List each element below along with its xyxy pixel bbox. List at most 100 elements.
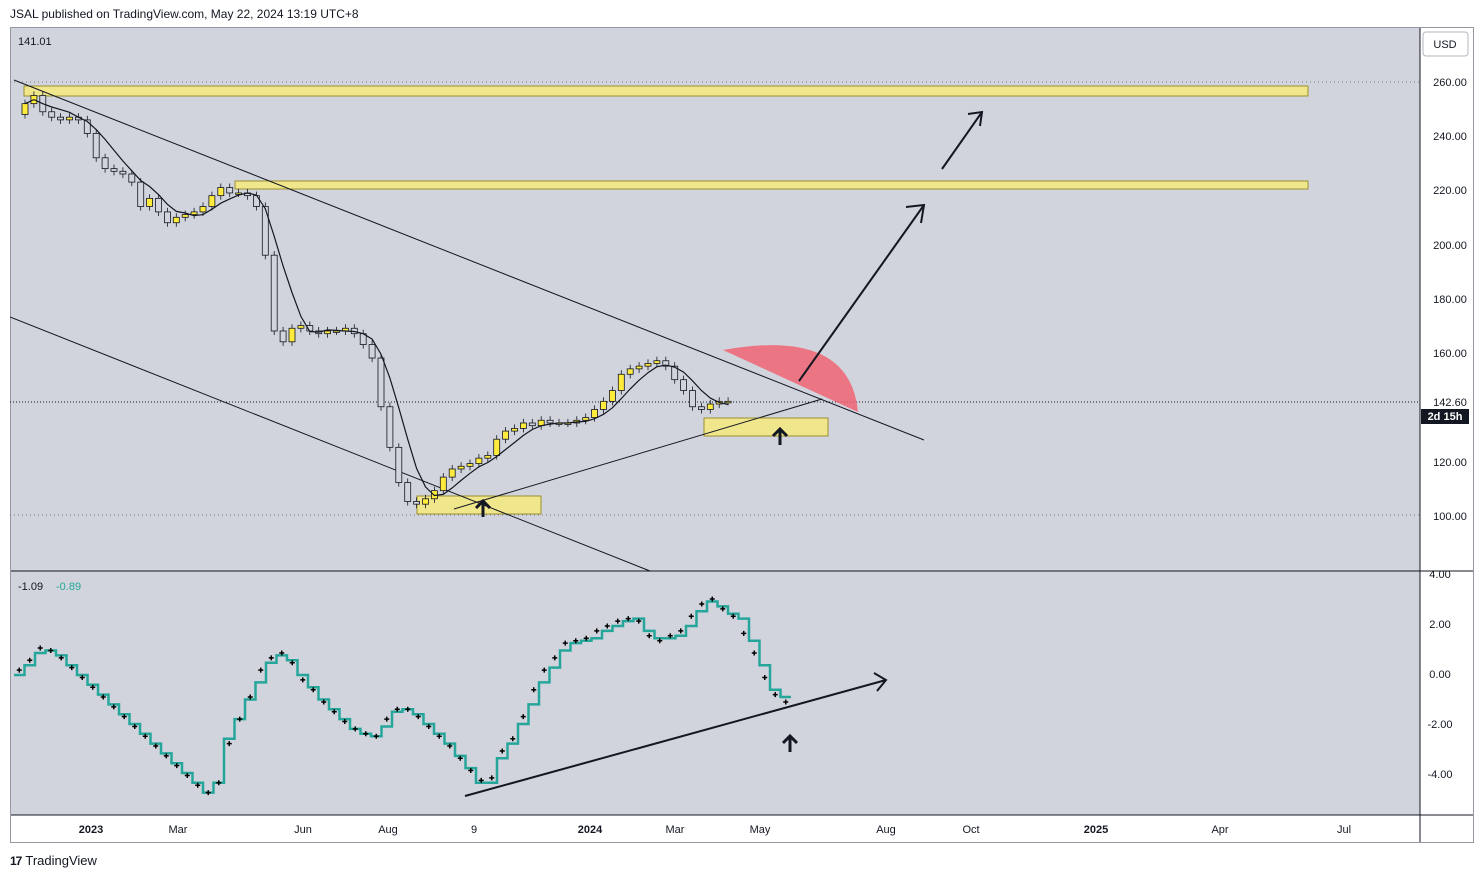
signal-cross <box>226 741 232 747</box>
candle <box>653 360 661 364</box>
support-zone-130[interactable] <box>703 417 829 437</box>
candle <box>395 446 403 483</box>
signal-cross <box>667 633 673 639</box>
signal-cross <box>541 667 547 673</box>
signal-cross <box>289 660 295 666</box>
signal-cross <box>415 714 421 720</box>
resistance-zone-255[interactable] <box>23 85 1309 97</box>
signal-cross <box>37 645 43 651</box>
chart-svg[interactable]: 141.01 -1.09 -0.89 USD 260.00 240.00 220… <box>9 27 1474 843</box>
price-readout: 141.01 <box>18 36 52 48</box>
candle <box>199 206 207 213</box>
candle <box>119 170 127 175</box>
candle <box>110 168 118 172</box>
up-arrow-icon-1 <box>474 498 492 517</box>
candle <box>724 400 732 404</box>
candle <box>511 427 518 432</box>
signal-cross <box>310 687 316 693</box>
candle <box>163 211 171 224</box>
osc-tick: 0.00 <box>1429 669 1450 681</box>
target-arrow-220[interactable] <box>798 203 926 382</box>
moving-average-line <box>24 98 729 497</box>
osc-tick: 4.00 <box>1429 569 1450 581</box>
candle <box>279 330 287 343</box>
signal-cross <box>132 723 138 729</box>
candle <box>57 116 64 121</box>
candle <box>386 406 394 448</box>
candle <box>448 468 456 478</box>
signal-cross <box>594 628 600 634</box>
svg-text:USD: USD <box>1433 39 1456 51</box>
signal-cross <box>510 736 516 742</box>
tradingview-logo-icon: 17 <box>10 853 22 868</box>
signal-cross <box>174 763 180 769</box>
candle <box>101 157 109 169</box>
candle <box>137 181 145 207</box>
candle <box>617 373 625 391</box>
candle <box>466 463 474 467</box>
signal-cross <box>699 601 705 607</box>
signal-cross <box>352 726 358 732</box>
price-tick: 200.00 <box>1433 240 1467 252</box>
osc-tick-labels: 4.00 2.00 0.00 -2.00 -4.00 <box>1427 569 1452 781</box>
signal-cross <box>688 613 694 619</box>
price-tick: 240.00 <box>1433 131 1467 143</box>
candle <box>671 365 679 381</box>
signal-cross <box>573 638 579 644</box>
chart-frame[interactable]: 141.01 -1.09 -0.89 USD 260.00 240.00 220… <box>9 27 1474 843</box>
tradingview-footer[interactable]: 17 TradingView <box>10 853 97 868</box>
resistance-zone-220[interactable] <box>234 180 1309 190</box>
candle <box>528 422 536 427</box>
signal-cross <box>783 699 789 705</box>
time-tick: 2025 <box>1084 824 1108 836</box>
signal-cross <box>447 743 453 749</box>
candle <box>235 192 243 195</box>
channel-lower-line[interactable] <box>9 316 651 572</box>
candle <box>582 417 590 421</box>
signal-cross <box>741 630 747 636</box>
signal-cross <box>16 667 22 673</box>
breakout-arc[interactable] <box>723 345 858 412</box>
signal-cross <box>552 655 558 661</box>
price-tick: 180.00 <box>1433 294 1467 306</box>
signal-cross <box>709 596 715 602</box>
osc-tick: 2.00 <box>1429 619 1450 631</box>
signal-cross <box>195 782 201 788</box>
time-tick: Oct <box>962 824 979 836</box>
candle <box>706 403 714 410</box>
candle <box>270 254 278 332</box>
time-tick: Mar <box>666 824 685 836</box>
signal-cross <box>426 723 432 729</box>
target-arrow-260[interactable] <box>941 110 984 170</box>
signal-cross <box>625 616 631 622</box>
oscillator-divergence-arrow[interactable] <box>464 672 888 797</box>
candle <box>484 455 492 459</box>
rising-support-line[interactable] <box>453 398 823 510</box>
oscillator-pane-bg <box>10 571 1420 815</box>
signal-cross <box>772 692 778 698</box>
signal-cross <box>405 706 411 712</box>
signal-cross <box>300 677 306 683</box>
time-tick: 9 <box>471 824 477 836</box>
time-tick: 2023 <box>79 824 103 836</box>
candle <box>546 419 554 424</box>
candle <box>155 197 162 213</box>
channel-upper-line[interactable] <box>13 79 925 441</box>
signal-cross <box>730 613 736 619</box>
signal-cross <box>331 709 337 715</box>
price-tick: 220.00 <box>1433 185 1467 197</box>
candle <box>422 498 429 505</box>
candle <box>21 103 29 115</box>
candle <box>226 187 234 194</box>
candle <box>609 390 616 402</box>
signal-cross <box>279 650 285 656</box>
signal-cross <box>363 731 369 737</box>
candle <box>404 482 412 502</box>
currency-button[interactable]: USD <box>1422 31 1469 57</box>
publish-caption: JSAL published on TradingView.com, May 2… <box>10 7 359 21</box>
countdown-badge: 2d 15h <box>1421 409 1469 424</box>
candle <box>698 406 705 410</box>
signal-cross <box>646 633 652 639</box>
time-axis <box>10 815 1474 843</box>
signal-cross <box>216 780 222 786</box>
